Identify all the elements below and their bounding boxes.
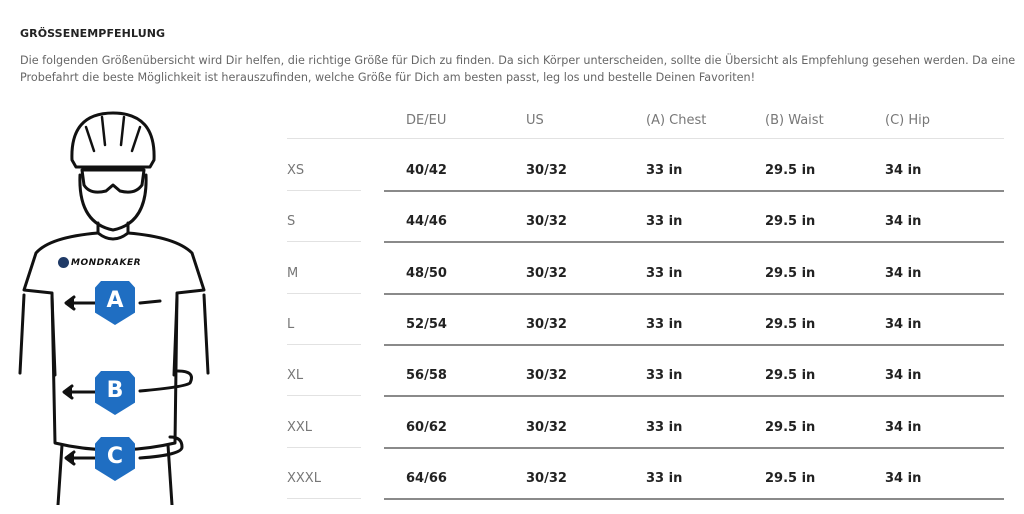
table-cell: 30/32 bbox=[526, 214, 567, 230]
row-divider bbox=[384, 241, 1004, 244]
row-divider bbox=[384, 497, 1004, 500]
table-cell: 33 in bbox=[646, 163, 683, 178]
table-cell: 30/32 bbox=[526, 419, 567, 435]
brand-logo: MONDRAKER bbox=[58, 257, 141, 268]
table-cell: 29.5 in bbox=[765, 265, 816, 281]
table-cell: 33 in bbox=[646, 265, 683, 281]
table-cell: 29.5 in bbox=[765, 163, 816, 178]
table-cell: 30/32 bbox=[526, 163, 567, 178]
size-label: L bbox=[287, 316, 295, 332]
table-cell: 30/32 bbox=[526, 470, 567, 486]
table-cell: 29.5 in bbox=[765, 316, 816, 332]
table-cell: 29.5 in bbox=[765, 419, 816, 435]
intro-text: Die folgenden Größenübersicht wird Dir h… bbox=[20, 54, 1016, 84]
row-divider bbox=[287, 343, 361, 345]
row-divider bbox=[287, 292, 361, 294]
row-divider bbox=[384, 343, 1004, 346]
column-header: US bbox=[526, 113, 544, 128]
size-label: S bbox=[287, 214, 296, 230]
row-divider bbox=[384, 292, 1004, 295]
table-cell: 30/32 bbox=[526, 368, 567, 384]
header-divider bbox=[287, 138, 1004, 139]
size-label: XL bbox=[287, 368, 304, 384]
size-label: M bbox=[287, 265, 299, 281]
row-divider bbox=[384, 190, 1004, 192]
row-divider bbox=[287, 241, 361, 243]
row-divider bbox=[384, 395, 1004, 398]
size-label: XXL bbox=[287, 419, 313, 435]
row-divider bbox=[287, 497, 361, 499]
table-cell: 48/50 bbox=[406, 265, 447, 281]
size-figure: MONDRAKER A B C bbox=[10, 105, 210, 507]
table-cell: 33 in bbox=[646, 316, 683, 332]
table-cell: 60/62 bbox=[406, 419, 447, 435]
table-cell: 30/32 bbox=[526, 316, 567, 332]
table-cell: 33 in bbox=[646, 470, 683, 486]
row-divider bbox=[384, 446, 1004, 449]
table-cell: 33 in bbox=[646, 419, 683, 435]
table-cell: 33 in bbox=[646, 368, 683, 384]
table-cell: 34 in bbox=[885, 419, 922, 435]
table-cell: 34 in bbox=[885, 470, 922, 486]
table-cell: 34 in bbox=[885, 163, 922, 178]
table-cell: 29.5 in bbox=[765, 368, 816, 384]
row-divider bbox=[287, 446, 361, 448]
column-header: (A) Chest bbox=[646, 113, 707, 128]
row-divider bbox=[287, 395, 361, 397]
page-title: GRÖSSENEMPFEHLUNG bbox=[20, 27, 166, 40]
table-cell: 29.5 in bbox=[765, 470, 816, 486]
table-cell: 34 in bbox=[885, 368, 922, 384]
table-cell: 29.5 in bbox=[765, 214, 816, 230]
table-cell: 34 in bbox=[885, 214, 922, 230]
table-cell: 44/46 bbox=[406, 214, 447, 230]
table-cell: 40/42 bbox=[406, 163, 447, 178]
size-label: XXXL bbox=[287, 470, 321, 486]
table-cell: 34 in bbox=[885, 316, 922, 332]
column-header: (B) Waist bbox=[765, 113, 824, 128]
glasses-icon bbox=[80, 168, 146, 194]
table-cell: 52/54 bbox=[406, 316, 447, 332]
table-cell: 64/66 bbox=[406, 470, 447, 486]
table-cell: 56/58 bbox=[406, 368, 447, 384]
column-header: DE/EU bbox=[406, 113, 447, 128]
table-cell: 34 in bbox=[885, 265, 922, 281]
helmet-icon bbox=[70, 111, 156, 169]
column-header: (C) Hip bbox=[885, 113, 930, 128]
size-label: XS bbox=[287, 163, 305, 178]
table-cell: 30/32 bbox=[526, 265, 567, 281]
table-cell: 33 in bbox=[646, 214, 683, 230]
row-divider bbox=[287, 190, 361, 191]
